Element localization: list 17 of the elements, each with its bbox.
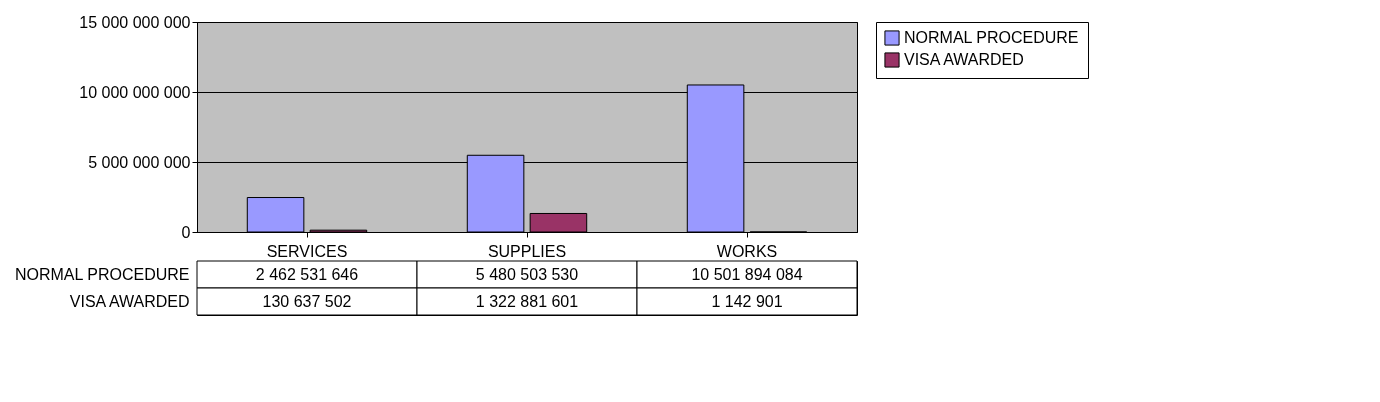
data-label: 5 480 503 530 [475,265,579,283]
x-tick-label: SUPPLIES [487,242,567,260]
y-tick-label: 0 [181,223,191,241]
data-label: 10 501 894 084 [691,265,803,283]
data-label: 130 637 502 [262,292,352,310]
legend-label: VISA AWARDED [904,51,1024,68]
text: VISA AWARDED [69,292,190,310]
x-tick-label: SERVICES [266,242,348,260]
data-label: 2 462 531 646 [255,265,359,283]
y-tick-label: 5 000 000 000 [88,153,191,171]
x-tick-label: WORKS [716,242,778,260]
y-tick-label: 15 000 000 000 [79,13,191,31]
text: NORMAL PROCEDURE [14,265,190,283]
y-tick-label: 10 000 000 000 [79,83,191,101]
legend-label: NORMAL PROCEDURE [904,29,1079,46]
data-label: 1 142 901 [711,292,783,310]
data-label: 1 322 881 601 [475,292,579,310]
